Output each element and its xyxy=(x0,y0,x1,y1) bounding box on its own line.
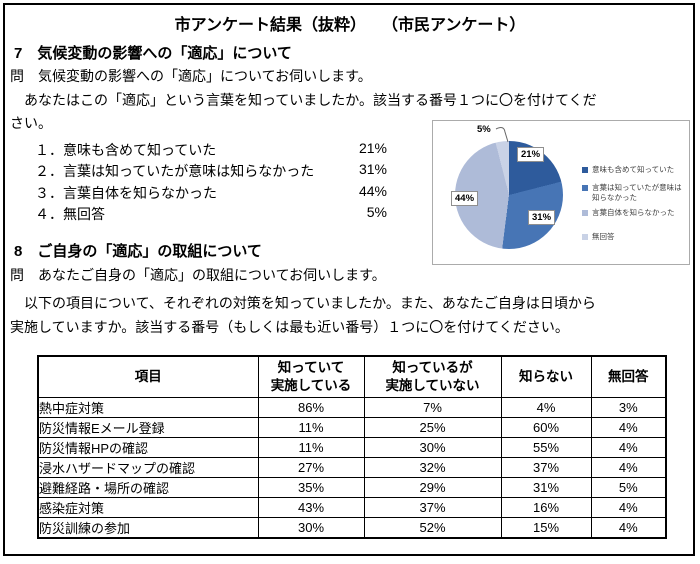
table-value-cell: 4% xyxy=(590,497,667,518)
legend-swatch-icon xyxy=(582,210,588,216)
option-value: 31% xyxy=(358,161,387,178)
table-value-cell: 31% xyxy=(500,477,592,498)
table-header-row: 項目 知っていて 実施している 知っているが 実施していない 知らない 無回答 xyxy=(37,355,667,398)
table-value-cell: 7% xyxy=(363,397,502,418)
q7-options: １．意味も含めて知っていた 21% ２．言葉は知っていたが意味は知らなかった 31% ３… xyxy=(35,140,387,225)
table-item-cell: 感染症対策 xyxy=(37,497,259,518)
table-row: 避難経路・場所の確認 35% 29% 31% 5% xyxy=(37,477,667,498)
legend-label: 無回答 xyxy=(592,232,615,241)
option-value: 5% xyxy=(366,203,387,220)
table-value-cell: 30% xyxy=(363,437,502,458)
table-header-cell: 項目 xyxy=(37,355,259,398)
table-row: 防災情報HPの確認 11% 30% 55% 4% xyxy=(37,437,667,458)
table-value-cell: 11% xyxy=(257,417,365,438)
table-item-cell: 防災訓練の参加 xyxy=(37,517,259,539)
table-header-cell: 知らない xyxy=(500,355,592,398)
table-value-cell: 4% xyxy=(590,417,667,438)
page-border-frame xyxy=(3,3,695,556)
table-header-cell: 無回答 xyxy=(590,355,667,398)
legend-swatch-icon xyxy=(582,185,588,191)
table-value-cell: 86% xyxy=(257,397,365,418)
legend-swatch-icon xyxy=(582,234,588,240)
table-value-cell: 60% xyxy=(500,417,592,438)
table-value-cell: 35% xyxy=(257,477,365,498)
table-value-cell: 3% xyxy=(590,397,667,418)
option-label: ３．言葉自体を知らなかった xyxy=(35,184,217,201)
option-label: １．意味も含めて知っていた xyxy=(35,142,217,158)
q7-instruction-line1: あなたはこの「適応」という言葉を知っていましたか。該当する番号１つに〇を付けてく… xyxy=(10,92,597,108)
table-value-cell: 5% xyxy=(590,477,667,498)
page-title: 市アンケート結果（抜粋） （市民アンケート） xyxy=(174,17,526,34)
table-value-cell: 11% xyxy=(257,437,365,458)
table-value-cell: 4% xyxy=(590,457,667,478)
legend-item: 意味も含めて知っていた xyxy=(582,165,686,175)
option-row: ３．言葉自体を知らなかった 44% xyxy=(35,183,387,204)
table-item-cell: 避難経路・場所の確認 xyxy=(37,477,259,498)
table-value-cell: 52% xyxy=(363,517,502,539)
table-value-cell: 4% xyxy=(500,397,592,418)
table-header-cell: 知っていて 実施している xyxy=(257,355,365,398)
table-value-cell: 29% xyxy=(363,477,502,498)
pie-data-label-2: 31% xyxy=(528,210,556,226)
option-label: ２．言葉は知っていたが意味は知らなかった xyxy=(35,163,315,180)
option-label: ４．無回答 xyxy=(35,205,105,222)
callout-line xyxy=(495,127,509,143)
legend-item: 無回答 xyxy=(582,232,686,242)
legend-swatch-icon xyxy=(582,167,588,173)
table-value-cell: 4% xyxy=(590,517,667,539)
table-item-cell: 防災情報Eメール登録 xyxy=(37,417,259,438)
section8-heading: 8 ご自身の「適応」の取組について xyxy=(14,243,262,260)
legend-label: 言葉は知っていたが意味は知らなかった xyxy=(592,183,682,202)
table-body: 熱中症対策 86% 7% 4% 3% 防災情報Eメール登録 11% 25% 60% 4% 防災情報H… xyxy=(37,397,667,539)
chart-legend: 意味も含めて知っていた言葉は知っていたが意味は知らなかった言葉自体を知らなかった… xyxy=(582,165,686,242)
legend-label: 意味も含めて知っていた xyxy=(592,165,675,174)
table-value-cell: 37% xyxy=(363,497,502,518)
legend-item: 言葉は知っていたが意味は知らなかった xyxy=(582,183,686,203)
survey-table-container: 項目 知っていて 実施している 知っているが 実施していない 知らない 無回答 熱中症対… xyxy=(37,355,667,539)
table-value-cell: 30% xyxy=(257,517,365,539)
pie-data-label-1: 21% xyxy=(517,147,545,163)
table-row: 防災情報Eメール登録 11% 25% 60% 4% xyxy=(37,417,667,438)
q8-instruction-line2: 実施していますか。該当する番号（もしくは最も近い番号）１つに〇を付けてください。 xyxy=(10,319,569,335)
legend-label: 言葉自体を知らなかった xyxy=(592,208,675,217)
table-value-cell: 37% xyxy=(500,457,592,478)
option-value: 21% xyxy=(358,140,387,156)
table-value-cell: 27% xyxy=(257,457,365,478)
q8-instruction-line1: 以下の項目について、それぞれの対策を知っていましたか。また、あなたご自身は日頃か… xyxy=(10,295,596,311)
option-row: ２．言葉は知っていたが意味は知らなかった 31% xyxy=(35,161,387,182)
table-item-cell: 防災情報HPの確認 xyxy=(37,437,259,458)
pie-chart-panel: 5% 21% 31% 44% 意味も含めて知っていた言葉は知っていたが意味は知ら… xyxy=(432,120,690,265)
pie-data-label-4: 5% xyxy=(477,124,491,135)
table-row: 浸水ハザードマップの確認 27% 32% 37% 4% xyxy=(37,457,667,478)
table-value-cell: 43% xyxy=(257,497,365,518)
option-value: 44% xyxy=(358,182,387,199)
table-value-cell: 32% xyxy=(363,457,502,478)
option-row: １．意味も含めて知っていた 21% xyxy=(35,140,387,161)
option-row: ４．無回答 5% xyxy=(35,204,387,225)
table-item-cell: 熱中症対策 xyxy=(37,397,259,418)
table-row: 防災訓練の参加 30% 52% 15% 4% xyxy=(37,517,667,539)
survey-table: 項目 知っていて 実施している 知っているが 実施していない 知らない 無回答 熱中症対… xyxy=(37,355,667,539)
q7-question: 問 気候変動の影響への「適応」についてお伺いします。 xyxy=(10,68,372,84)
table-item-cell: 浸水ハザードマップの確認 xyxy=(37,457,259,478)
section7-heading: 7 気候変動の影響への「適応」について xyxy=(14,45,292,62)
legend-item: 言葉自体を知らなかった xyxy=(582,208,686,218)
table-row: 感染症対策 43% 37% 16% 4% xyxy=(37,497,667,518)
table-header-cell: 知っているが 実施していない xyxy=(363,355,502,398)
table-value-cell: 25% xyxy=(363,417,502,438)
q7-instruction-line2: さい。 xyxy=(10,115,52,131)
q8-question: 問 あなたご自身の「適応」の取組についてお伺いします。 xyxy=(10,267,386,283)
table-value-cell: 15% xyxy=(500,517,592,539)
pie-data-label-3: 44% xyxy=(451,191,479,207)
table-value-cell: 4% xyxy=(590,437,667,458)
table-value-cell: 55% xyxy=(500,437,592,458)
table-value-cell: 16% xyxy=(500,497,592,518)
table-row: 熱中症対策 86% 7% 4% 3% xyxy=(37,397,667,418)
